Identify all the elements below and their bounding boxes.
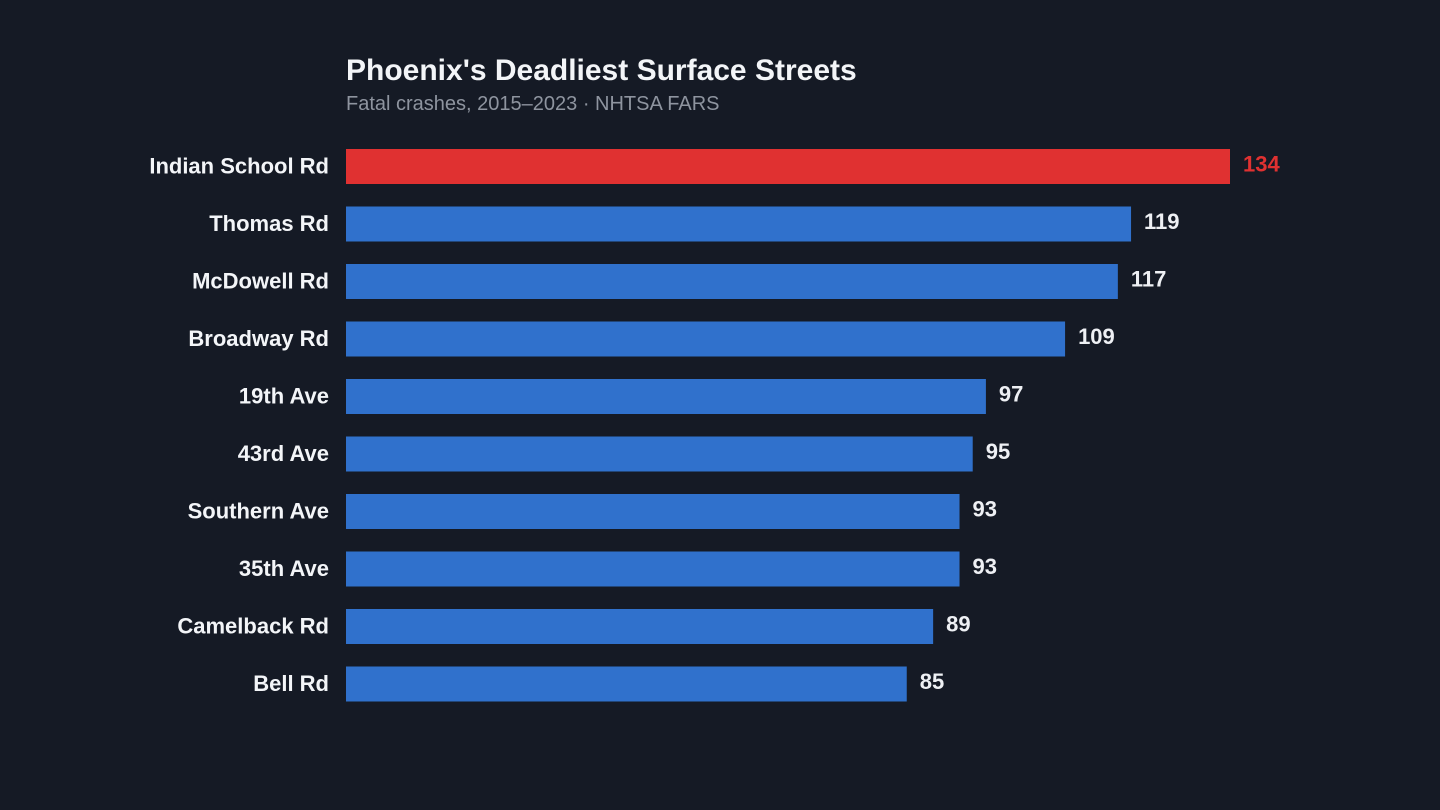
- bar-row: 35th Ave 93: [239, 551, 997, 587]
- bar: [346, 666, 907, 702]
- chart-title: Phoenix's Deadliest Surface Streets: [346, 54, 857, 87]
- bar: [346, 206, 1132, 242]
- category-label: Broadway Rd: [188, 326, 329, 351]
- value-label: 134: [1243, 151, 1280, 176]
- bar-row: Indian School Rd 134: [149, 149, 1280, 184]
- category-label: Southern Ave: [188, 498, 329, 523]
- value-label: 97: [999, 381, 1023, 406]
- value-label: 89: [946, 611, 970, 636]
- category-label: Indian School Rd: [149, 153, 329, 178]
- bar-row: Broadway Rd 109: [188, 321, 1115, 357]
- value-label: 95: [986, 439, 1010, 464]
- bar: [346, 494, 960, 529]
- value-label: 93: [973, 496, 997, 521]
- bar: [346, 609, 934, 644]
- bar-row: Southern Ave 93: [188, 494, 997, 529]
- bar: [346, 264, 1118, 299]
- bar: [346, 321, 1066, 357]
- bar: [346, 551, 960, 587]
- bar-row: 19th Ave 97: [239, 379, 1023, 414]
- bar-row: Camelback Rd 89: [177, 609, 971, 644]
- bar-row: 43rd Ave 95: [238, 436, 1010, 472]
- value-label: 93: [973, 554, 997, 579]
- chart-subtitle: Fatal crashes, 2015–2023 · NHTSA FARS: [346, 93, 720, 115]
- bar: [346, 436, 973, 472]
- bar-row: McDowell Rd 117: [192, 264, 1166, 299]
- category-label: Camelback Rd: [177, 613, 329, 638]
- value-label: 85: [920, 669, 944, 694]
- category-label: 43rd Ave: [238, 441, 329, 466]
- value-label: 117: [1131, 266, 1167, 291]
- category-label: Bell Rd: [253, 671, 329, 696]
- category-label: 19th Ave: [239, 383, 329, 408]
- value-label: 109: [1078, 324, 1115, 349]
- category-label: 35th Ave: [239, 556, 329, 581]
- category-label: Thomas Rd: [209, 211, 329, 236]
- bar-row: Thomas Rd 119: [209, 206, 1180, 242]
- value-label: 119: [1144, 209, 1180, 234]
- category-label: McDowell Rd: [192, 268, 329, 293]
- bar: [346, 379, 986, 414]
- bar: [346, 149, 1230, 184]
- bar-row: Bell Rd 85: [253, 666, 944, 702]
